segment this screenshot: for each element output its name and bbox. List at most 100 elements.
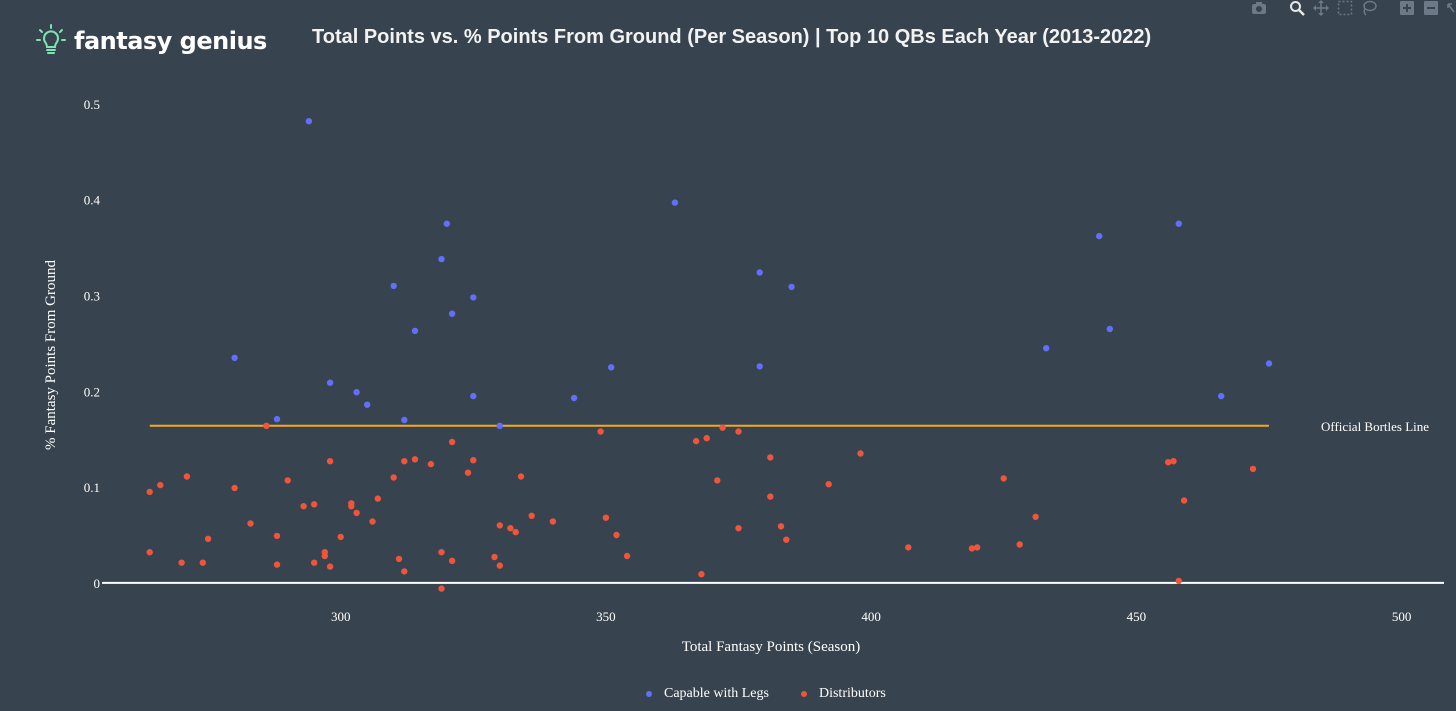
point-distributors[interactable]: [1000, 475, 1007, 482]
point-capable-with-legs[interactable]: [390, 282, 397, 290]
point-distributors[interactable]: [438, 585, 445, 592]
point-distributors[interactable]: [735, 428, 742, 435]
point-capable-with-legs[interactable]: [448, 310, 456, 317]
point-distributors[interactable]: [974, 544, 981, 551]
point-capable-with-legs[interactable]: [470, 294, 477, 301]
point-capable-with-legs[interactable]: [326, 379, 334, 386]
point-distributors[interactable]: [1170, 458, 1177, 465]
point-distributors[interactable]: [326, 563, 334, 570]
point-distributors[interactable]: [777, 523, 785, 530]
camera-icon[interactable]: [1250, 0, 1268, 16]
point-distributors[interactable]: [470, 457, 477, 464]
point-distributors[interactable]: [464, 469, 472, 476]
point-capable-with-legs[interactable]: [273, 415, 281, 423]
point-distributors[interactable]: [284, 477, 291, 484]
point-distributors[interactable]: [273, 561, 281, 568]
point-distributors[interactable]: [857, 450, 864, 457]
point-distributors[interactable]: [528, 512, 535, 519]
point-distributors[interactable]: [735, 525, 742, 532]
point-distributors[interactable]: [549, 518, 557, 525]
point-capable-with-legs[interactable]: [411, 327, 419, 335]
point-distributors[interactable]: [231, 484, 238, 492]
point-distributors[interactable]: [374, 495, 381, 502]
point-distributors[interactable]: [353, 509, 360, 517]
point-distributors[interactable]: [311, 559, 318, 566]
point-distributors[interactable]: [1016, 541, 1023, 548]
point-capable-with-legs[interactable]: [401, 416, 408, 424]
point-distributors[interactable]: [692, 437, 700, 445]
point-distributors[interactable]: [1032, 513, 1039, 520]
zoom-icon[interactable]: [1288, 0, 1306, 16]
point-capable-with-legs[interactable]: [756, 363, 763, 370]
point-distributors[interactable]: [157, 481, 164, 489]
point-distributors[interactable]: [369, 518, 376, 525]
point-distributors[interactable]: [337, 533, 344, 541]
point-distributors[interactable]: [767, 493, 774, 500]
point-distributors[interactable]: [183, 473, 191, 480]
point-distributors[interactable]: [1175, 577, 1183, 585]
point-distributors[interactable]: [719, 424, 726, 431]
autoscale-icon[interactable]: [1446, 0, 1456, 16]
point-capable-with-legs[interactable]: [671, 199, 679, 206]
point-capable-with-legs[interactable]: [305, 118, 313, 125]
point-distributors[interactable]: [512, 528, 519, 536]
legend-item-distributors[interactable]: Distributors: [800, 686, 886, 702]
point-capable-with-legs[interactable]: [1106, 325, 1114, 333]
point-distributors[interactable]: [321, 552, 328, 560]
point-distributors[interactable]: [401, 568, 408, 575]
point-capable-with-legs[interactable]: [1265, 360, 1273, 367]
point-distributors[interactable]: [905, 544, 912, 551]
point-distributors[interactable]: [698, 571, 705, 578]
point-distributors[interactable]: [783, 536, 790, 543]
pan-icon[interactable]: [1312, 0, 1330, 16]
point-distributors[interactable]: [146, 488, 153, 496]
point-capable-with-legs[interactable]: [231, 354, 238, 361]
point-capable-with-legs[interactable]: [1218, 392, 1225, 400]
point-capable-with-legs[interactable]: [438, 255, 445, 263]
lasso-icon[interactable]: [1360, 0, 1378, 16]
point-distributors[interactable]: [623, 552, 631, 560]
point-distributors[interactable]: [491, 553, 498, 561]
point-distributors[interactable]: [448, 438, 456, 446]
point-distributors[interactable]: [767, 454, 774, 461]
point-distributors[interactable]: [273, 532, 281, 540]
point-capable-with-legs[interactable]: [1096, 232, 1103, 240]
point-distributors[interactable]: [968, 545, 976, 552]
point-distributors[interactable]: [427, 460, 435, 468]
point-distributors[interactable]: [438, 549, 445, 556]
point-distributors[interactable]: [348, 500, 355, 507]
point-distributors[interactable]: [602, 514, 610, 521]
point-capable-with-legs[interactable]: [1175, 220, 1183, 227]
point-distributors[interactable]: [496, 522, 503, 529]
point-capable-with-legs[interactable]: [364, 401, 371, 408]
point-distributors[interactable]: [326, 458, 334, 465]
point-distributors[interactable]: [199, 559, 206, 566]
point-capable-with-legs[interactable]: [470, 392, 477, 400]
point-distributors[interactable]: [448, 557, 456, 564]
point-distributors[interactable]: [597, 428, 604, 435]
zoom-out-icon[interactable]: [1422, 0, 1440, 16]
point-distributors[interactable]: [300, 503, 307, 510]
point-capable-with-legs[interactable]: [608, 364, 615, 371]
point-distributors[interactable]: [146, 549, 153, 556]
point-distributors[interactable]: [613, 531, 620, 539]
point-distributors[interactable]: [395, 555, 403, 563]
legend-item-capable[interactable]: Capable with Legs: [646, 686, 769, 702]
point-distributors[interactable]: [401, 458, 408, 465]
point-capable-with-legs[interactable]: [756, 269, 763, 276]
point-capable-with-legs[interactable]: [788, 283, 795, 291]
point-capable-with-legs[interactable]: [443, 220, 450, 227]
point-distributors[interactable]: [507, 525, 514, 532]
point-distributors[interactable]: [703, 435, 710, 442]
point-distributors[interactable]: [178, 559, 185, 566]
point-distributors[interactable]: [204, 535, 212, 542]
point-distributors[interactable]: [1249, 465, 1257, 473]
point-distributors[interactable]: [496, 562, 503, 569]
point-capable-with-legs[interactable]: [1043, 345, 1050, 352]
box-select-icon[interactable]: [1336, 0, 1354, 16]
point-distributors[interactable]: [390, 474, 397, 481]
point-distributors[interactable]: [411, 456, 419, 463]
point-distributors[interactable]: [825, 481, 832, 488]
point-capable-with-legs[interactable]: [496, 422, 503, 429]
